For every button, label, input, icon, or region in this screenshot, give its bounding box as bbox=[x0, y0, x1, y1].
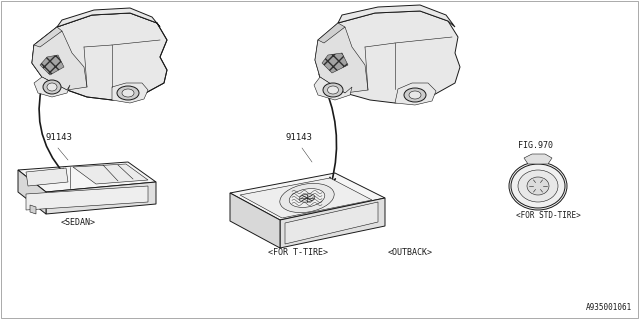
Ellipse shape bbox=[47, 83, 57, 91]
Ellipse shape bbox=[299, 194, 315, 202]
Ellipse shape bbox=[117, 86, 139, 100]
Polygon shape bbox=[318, 23, 345, 43]
Polygon shape bbox=[34, 27, 62, 47]
Ellipse shape bbox=[328, 86, 339, 94]
Text: 91143: 91143 bbox=[285, 133, 312, 142]
Polygon shape bbox=[26, 186, 148, 210]
Polygon shape bbox=[230, 173, 385, 220]
Polygon shape bbox=[46, 182, 156, 214]
Ellipse shape bbox=[409, 91, 421, 99]
Polygon shape bbox=[112, 83, 148, 103]
Text: A935001061: A935001061 bbox=[586, 303, 632, 312]
Polygon shape bbox=[280, 198, 385, 248]
Text: <SEDAN>: <SEDAN> bbox=[61, 218, 95, 227]
Polygon shape bbox=[322, 53, 348, 73]
Ellipse shape bbox=[509, 162, 567, 210]
Polygon shape bbox=[315, 11, 460, 103]
Polygon shape bbox=[18, 162, 156, 192]
Ellipse shape bbox=[527, 177, 549, 195]
Polygon shape bbox=[32, 31, 87, 90]
Polygon shape bbox=[395, 83, 436, 105]
Ellipse shape bbox=[323, 83, 343, 97]
Polygon shape bbox=[314, 77, 352, 100]
Polygon shape bbox=[240, 178, 372, 218]
Text: FIG.970: FIG.970 bbox=[518, 141, 553, 150]
Polygon shape bbox=[524, 154, 552, 164]
Ellipse shape bbox=[289, 188, 324, 207]
Polygon shape bbox=[30, 205, 36, 214]
Text: 91143: 91143 bbox=[45, 133, 72, 142]
Polygon shape bbox=[32, 13, 167, 100]
Ellipse shape bbox=[518, 170, 558, 202]
Ellipse shape bbox=[404, 88, 426, 102]
Polygon shape bbox=[26, 168, 68, 186]
Text: <FOR STD-TIRE>: <FOR STD-TIRE> bbox=[516, 211, 580, 220]
Polygon shape bbox=[40, 55, 64, 75]
Polygon shape bbox=[18, 170, 46, 214]
Polygon shape bbox=[57, 8, 160, 27]
Polygon shape bbox=[315, 27, 368, 93]
Polygon shape bbox=[230, 193, 280, 248]
Polygon shape bbox=[285, 202, 378, 244]
Polygon shape bbox=[34, 77, 70, 97]
Polygon shape bbox=[73, 164, 148, 184]
Ellipse shape bbox=[122, 89, 134, 97]
Text: <OUTBACK>: <OUTBACK> bbox=[387, 248, 433, 257]
Ellipse shape bbox=[280, 183, 334, 212]
Text: <FOR T-TIRE>: <FOR T-TIRE> bbox=[268, 248, 328, 257]
Ellipse shape bbox=[43, 80, 61, 94]
Polygon shape bbox=[338, 5, 455, 27]
